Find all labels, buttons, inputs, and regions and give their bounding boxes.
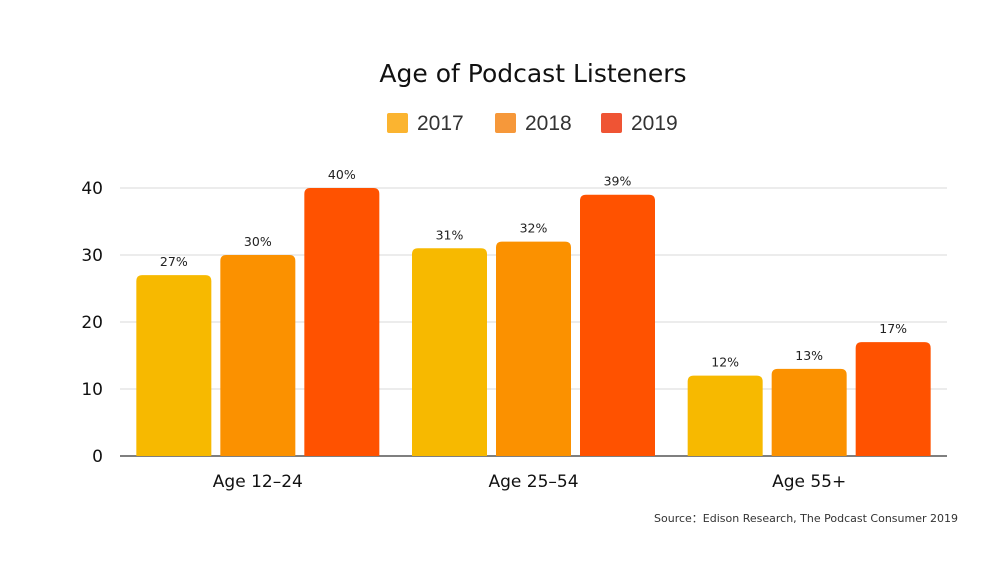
x-tick-label: Age 55+ bbox=[772, 472, 846, 492]
y-tick-label: 20 bbox=[81, 313, 103, 333]
legend-swatch-2018 bbox=[495, 113, 516, 133]
bar-2017-2 bbox=[687, 375, 763, 456]
bar-2019-2 bbox=[855, 342, 931, 456]
legend-swatch-2019 bbox=[601, 113, 622, 133]
data-label: 32% bbox=[520, 221, 548, 236]
legend-label-2017: 2017 bbox=[417, 112, 464, 135]
x-tick-label: Age 25–54 bbox=[488, 472, 578, 492]
data-label: 12% bbox=[711, 355, 739, 370]
y-tick-label: 30 bbox=[81, 246, 103, 266]
x-axis: Age 12–24 Age 25–54 Age 55+ bbox=[213, 472, 846, 492]
bar-2018-0 bbox=[220, 255, 296, 456]
bar-2018-2 bbox=[771, 368, 847, 456]
y-tick-label: 40 bbox=[81, 179, 103, 199]
bar-2018-1 bbox=[496, 241, 571, 456]
bar-2017-0 bbox=[136, 275, 212, 456]
data-label: 13% bbox=[795, 348, 823, 363]
data-label: 31% bbox=[436, 227, 464, 242]
bar-2019-0 bbox=[304, 188, 380, 456]
legend-label-2018: 2018 bbox=[525, 112, 572, 135]
bar-2017-1 bbox=[412, 248, 487, 456]
bar-2019-1 bbox=[580, 194, 655, 456]
source-note: Source：Edison Research, The Podcast Cons… bbox=[654, 512, 958, 525]
data-label: 40% bbox=[328, 167, 356, 182]
legend-label-2019: 2019 bbox=[631, 112, 678, 135]
y-tick-label: 0 bbox=[92, 447, 103, 467]
data-labels: 27% 30% 40% 31% 32% 39% 12% 13% 17% bbox=[160, 167, 907, 370]
y-axis: 0 10 20 30 40 bbox=[81, 179, 103, 467]
legend: 2017 2018 2019 bbox=[387, 112, 678, 135]
legend-swatch-2017 bbox=[387, 113, 408, 133]
data-label: 30% bbox=[244, 234, 272, 249]
data-label: 17% bbox=[879, 321, 907, 336]
bars bbox=[136, 188, 931, 456]
chart-title: Age of Podcast Listeners bbox=[379, 59, 686, 88]
x-tick-label: Age 12–24 bbox=[213, 472, 303, 492]
data-label: 27% bbox=[160, 254, 188, 269]
data-label: 39% bbox=[604, 174, 632, 189]
y-tick-label: 10 bbox=[81, 380, 103, 400]
